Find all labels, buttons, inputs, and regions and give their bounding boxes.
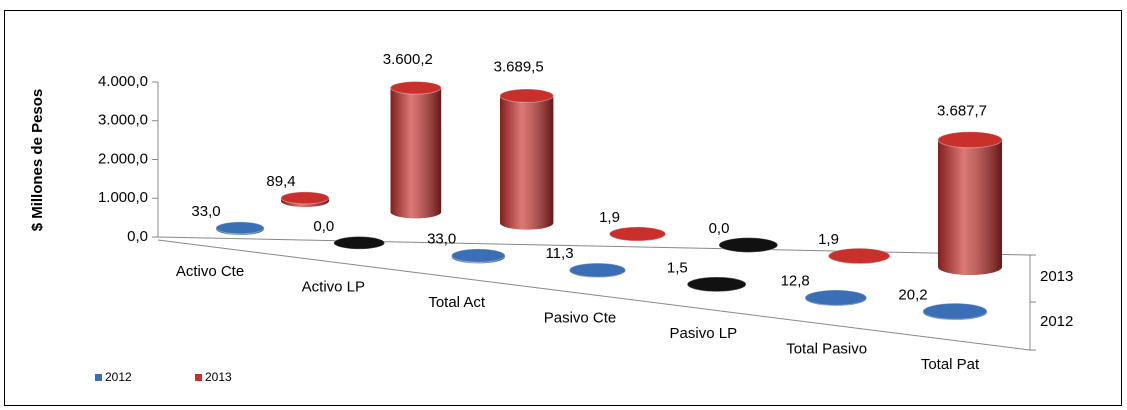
value-label: 3.689,5 [494, 59, 544, 76]
cylinder-top [804, 289, 867, 306]
value-label: 20,2 [898, 286, 927, 303]
cylinder [569, 262, 626, 278]
cylinder [937, 131, 1003, 275]
x-tick-label: Activo Cte [176, 263, 244, 280]
cylinder [215, 221, 265, 235]
cylinder-shade [938, 139, 1002, 275]
legend-label: 2013 [205, 370, 232, 384]
x-tick-label: Total Pasivo [786, 340, 867, 357]
y-tick-label: 0,0 [127, 228, 148, 245]
cylinder-top [922, 302, 988, 320]
legend-swatch [95, 374, 102, 381]
cylinder-top [451, 248, 506, 263]
value-label: 11,3 [545, 245, 573, 262]
value-label: 33,0 [427, 230, 456, 247]
value-label: 89,4 [266, 173, 295, 190]
x-tick-label: Pasivo LP [670, 325, 738, 342]
cylinder [804, 289, 867, 306]
floor-front-edge [157, 239, 1031, 351]
cylinder [609, 226, 666, 242]
cylinder-top [828, 247, 891, 265]
depth-label: 2013 [1040, 268, 1073, 285]
y-tick-label: 4.000,0 [98, 73, 148, 90]
cylinder-top [215, 221, 265, 235]
cylinder-shade [390, 87, 442, 219]
value-label: 12,8 [781, 273, 810, 290]
depth-label: 2012 [1040, 313, 1073, 330]
cylinder [451, 248, 506, 264]
cylinder-top [609, 226, 666, 242]
x-tick-label: Activo LP [302, 278, 365, 295]
cylinder-top [499, 88, 554, 103]
x-tick-label: Total Pat [921, 356, 980, 373]
cylinder [686, 276, 747, 293]
y-tick-label: 3.000,0 [98, 112, 148, 129]
cylinder-top [280, 191, 330, 205]
value-label: 1,9 [599, 209, 620, 226]
value-label: 1,5 [667, 259, 688, 276]
legend-swatch [195, 374, 202, 381]
cylinder [718, 237, 779, 253]
value-label: 3.687,7 [937, 103, 987, 120]
value-label: 3.600,2 [383, 51, 433, 68]
cylinder [828, 247, 891, 265]
y-tick-label: 2.000,0 [98, 150, 148, 167]
cylinder-top [333, 236, 385, 250]
cylinder-top [937, 131, 1003, 149]
cylinder [499, 88, 554, 230]
cylinder-top [686, 276, 747, 293]
y-axis-title: $ Millones de Pesos [29, 89, 46, 232]
y-tick-label: 1.000,0 [98, 189, 148, 206]
cylinder-top [390, 80, 442, 95]
value-label: 0,0 [709, 220, 730, 237]
value-label: 1,9 [818, 231, 839, 248]
cylinder-top [569, 262, 626, 278]
legend-label: 2012 [105, 370, 132, 384]
cylinder [922, 302, 988, 320]
value-label: 33,0 [191, 203, 220, 220]
x-tick-label: Pasivo Cte [544, 309, 617, 326]
value-label: 0,0 [313, 218, 334, 235]
x-tick-label: Total Act [428, 294, 486, 311]
cylinder [280, 191, 330, 207]
frame [4, 10, 1122, 406]
cylinder-top [718, 237, 779, 253]
cylinder [333, 236, 385, 250]
cylinder-shade [500, 95, 554, 230]
cylinder [390, 80, 442, 219]
